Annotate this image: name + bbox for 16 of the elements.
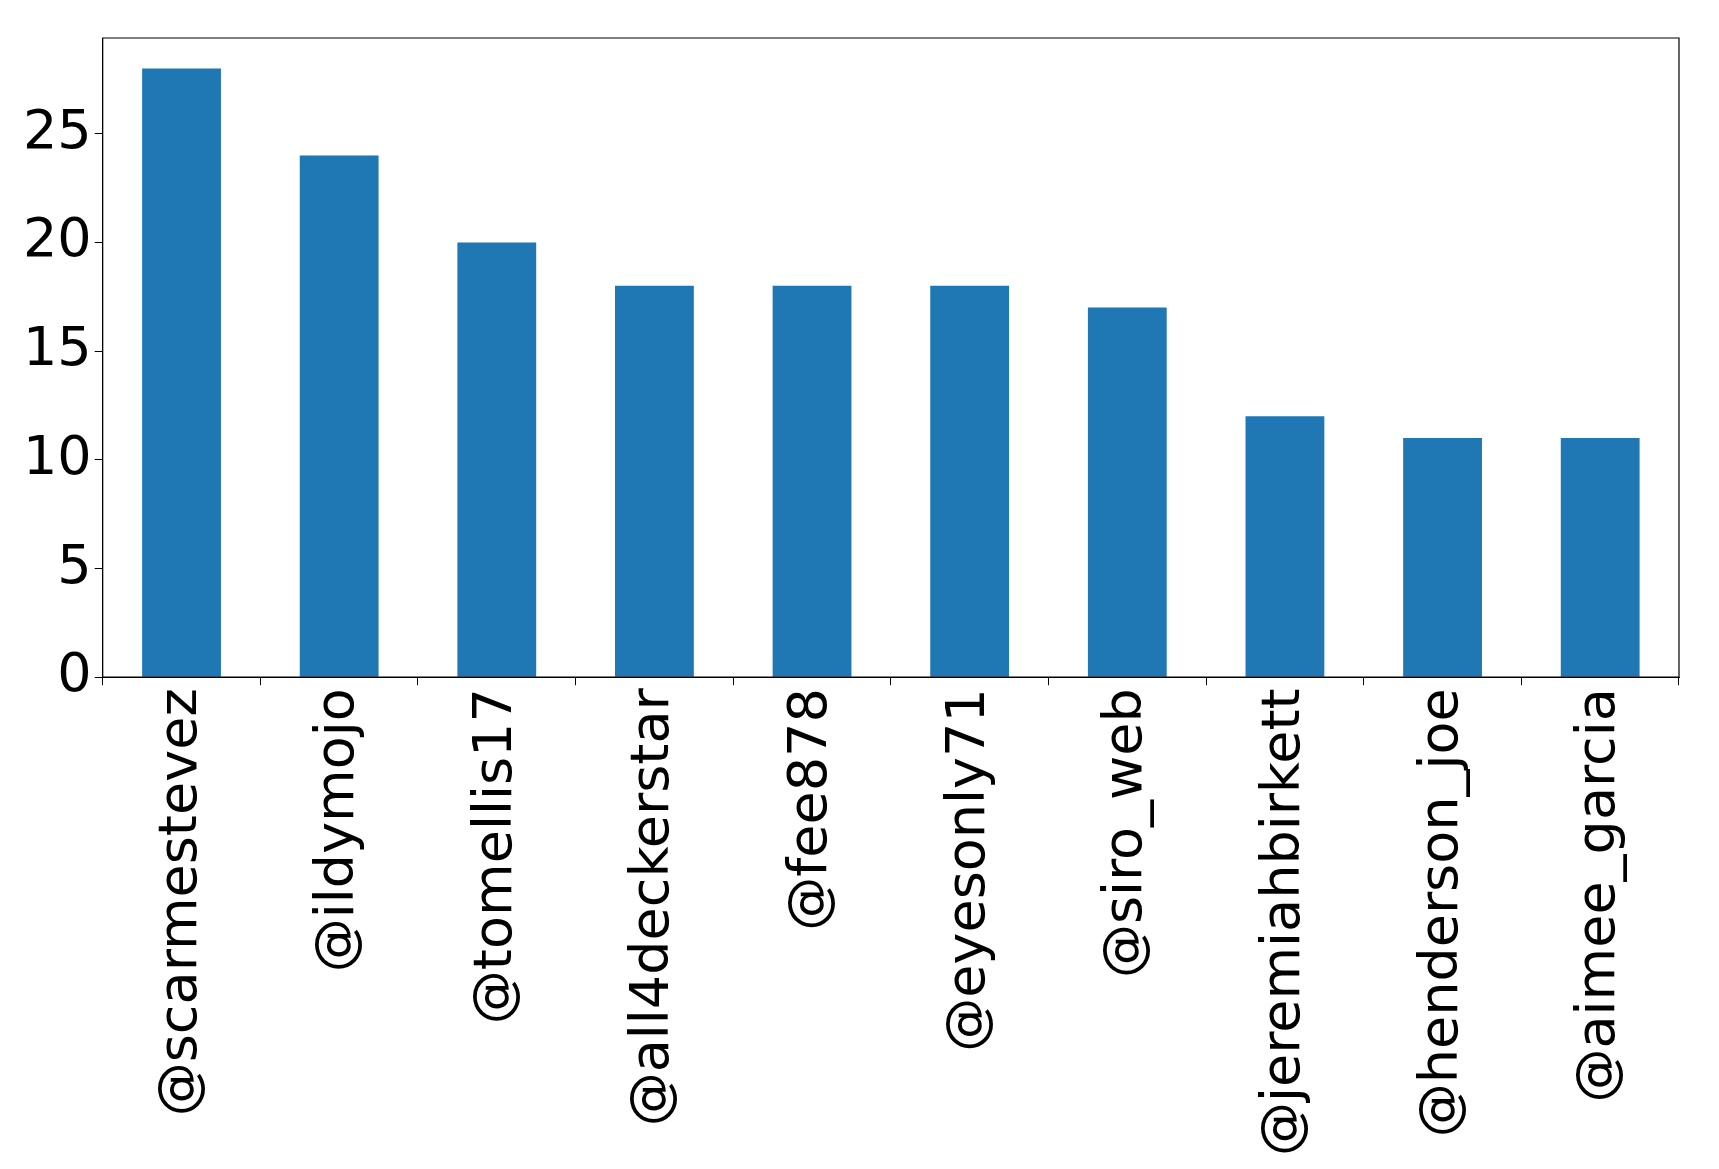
x-tick-label: @all4deckerstar bbox=[618, 687, 682, 1127]
y-tick-label: 15 bbox=[22, 315, 92, 379]
x-tick-label: @tomellis17 bbox=[460, 688, 524, 1025]
x-tick-label: @fee878 bbox=[776, 688, 840, 931]
x-tick-label: @ildymojo bbox=[303, 688, 367, 973]
x-tick-label: @jeremiahbirkett bbox=[1248, 688, 1312, 1156]
x-tick-label: @siro_web bbox=[1091, 688, 1155, 979]
y-tick-label: 5 bbox=[57, 532, 92, 596]
y-tick-label: 10 bbox=[22, 423, 92, 487]
x-tick-label: @scarmestevez bbox=[145, 688, 209, 1117]
y-tick-label: 0 bbox=[57, 641, 92, 705]
y-tick-label: 25 bbox=[22, 97, 92, 161]
y-tick-label: 20 bbox=[22, 206, 92, 270]
x-tick-label: @aimee_garcia bbox=[1564, 688, 1628, 1103]
x-tick-label: @henderson_joe bbox=[1406, 688, 1470, 1138]
x-tick-label: @eyesonly71 bbox=[933, 688, 997, 1052]
